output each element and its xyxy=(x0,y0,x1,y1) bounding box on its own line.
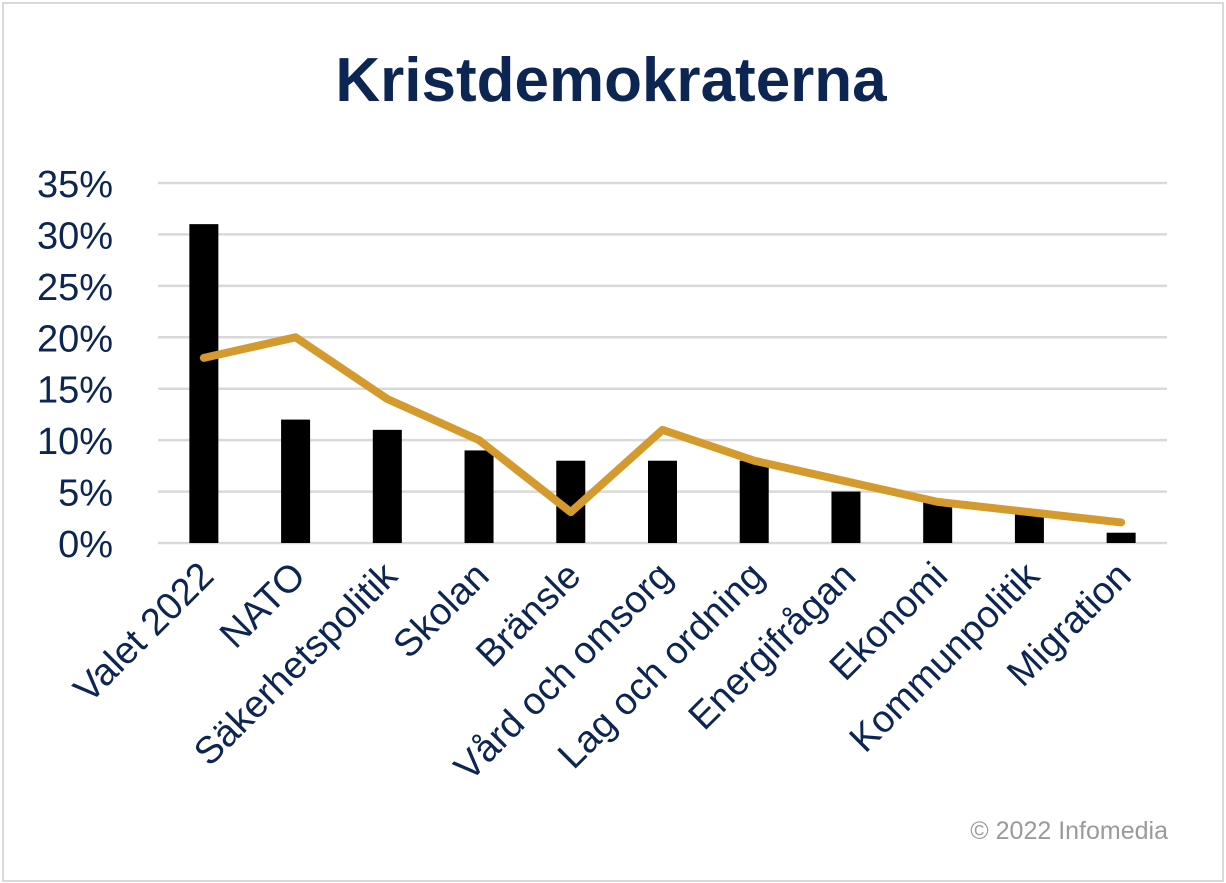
copyright-notice: © 2022 Infomedia xyxy=(970,817,1168,845)
y-tick-label: 30% xyxy=(37,215,113,257)
y-tick-label: 35% xyxy=(37,164,113,206)
y-tick-label: 15% xyxy=(37,370,113,412)
bar xyxy=(923,501,953,543)
bar xyxy=(464,450,494,543)
bar xyxy=(831,491,861,543)
y-tick-label: 25% xyxy=(37,267,113,309)
y-tick-label: 0% xyxy=(58,524,113,566)
x-tick-label: Valet 2022 xyxy=(66,555,222,711)
chart-title: Kristdemokraterna xyxy=(335,46,887,115)
y-tick-label: 10% xyxy=(37,421,113,463)
bar xyxy=(281,419,311,543)
bar xyxy=(189,224,219,543)
y-tick-label: 5% xyxy=(58,473,113,515)
bar xyxy=(372,429,402,543)
bar xyxy=(1106,532,1136,543)
bar xyxy=(739,460,769,543)
y-tick-label: 20% xyxy=(37,318,113,360)
bar xyxy=(648,460,677,543)
bar xyxy=(1014,512,1044,543)
